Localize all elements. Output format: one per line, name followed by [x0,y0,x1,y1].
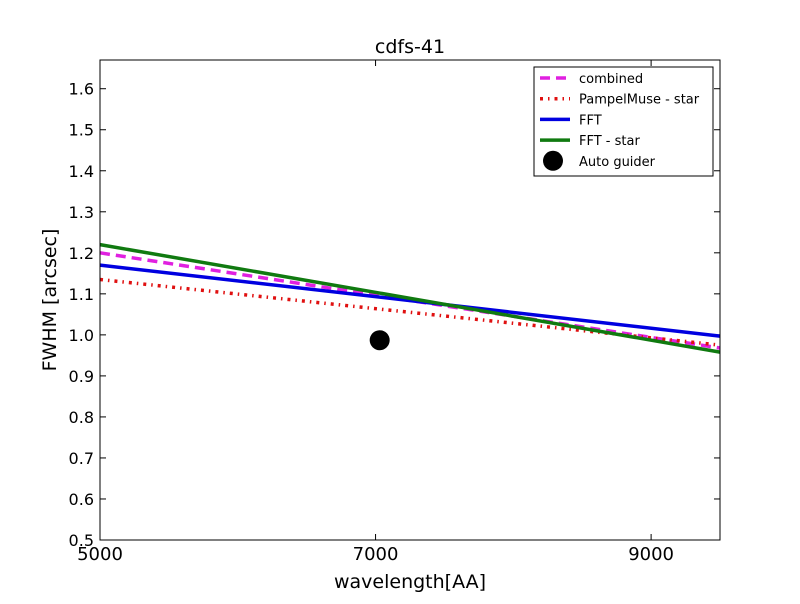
x-tick-label: 9000 [628,544,674,565]
x-axis-label: wavelength[AA] [334,571,486,593]
y-tick-label: 1.5 [69,121,94,140]
legend-label-pampelmuse-star: PampelMuse - star [579,93,700,108]
y-tick-label: 1.0 [69,326,94,345]
fft-line [99,263,721,338]
legend-label-fft-star: FFT - star [579,134,640,149]
auto-guider-point [369,330,390,351]
y-tick-label: 1.6 [69,80,94,99]
legend-box [533,66,714,177]
legend-swatch-auto-guider [543,150,563,171]
legend-label-fft: FFT [579,113,602,128]
legend: combined PampelMuse - star FFT FFT - star Au… [533,66,714,177]
plot-area-frame [99,59,721,541]
legend-label-combined: combined [579,72,643,87]
y-tick-label: 0.8 [69,408,94,427]
y-tick-label: 1.1 [69,285,94,304]
legend-label-auto-guider: Auto guider [579,155,656,170]
pampelmuse-star-line [99,277,721,347]
chart-title: cdfs-41 [375,36,445,58]
x-tick-label: 5000 [77,544,123,565]
y-tick-label: 1.2 [69,244,94,263]
y-axis-label: FWHM [arcsec] [39,229,61,372]
fft-star-line [99,242,721,354]
series-layer [99,242,721,354]
y-tick-label: 0.7 [69,449,94,468]
y-tick-label: 0.6 [69,490,94,509]
x-tick-label: 7000 [353,544,399,565]
y-tick-label: 1.4 [69,162,94,181]
y-tick-label: 1.3 [69,203,94,222]
y-tick-label: 0.5 [69,531,94,550]
y-tick-label: 0.9 [69,367,94,386]
ticks-layer: 0.5 0.6 0.7 0.8 0.9 1.0 1.1 1.2 1.3 1.4 1.5 1.6 5000… [69,60,720,565]
